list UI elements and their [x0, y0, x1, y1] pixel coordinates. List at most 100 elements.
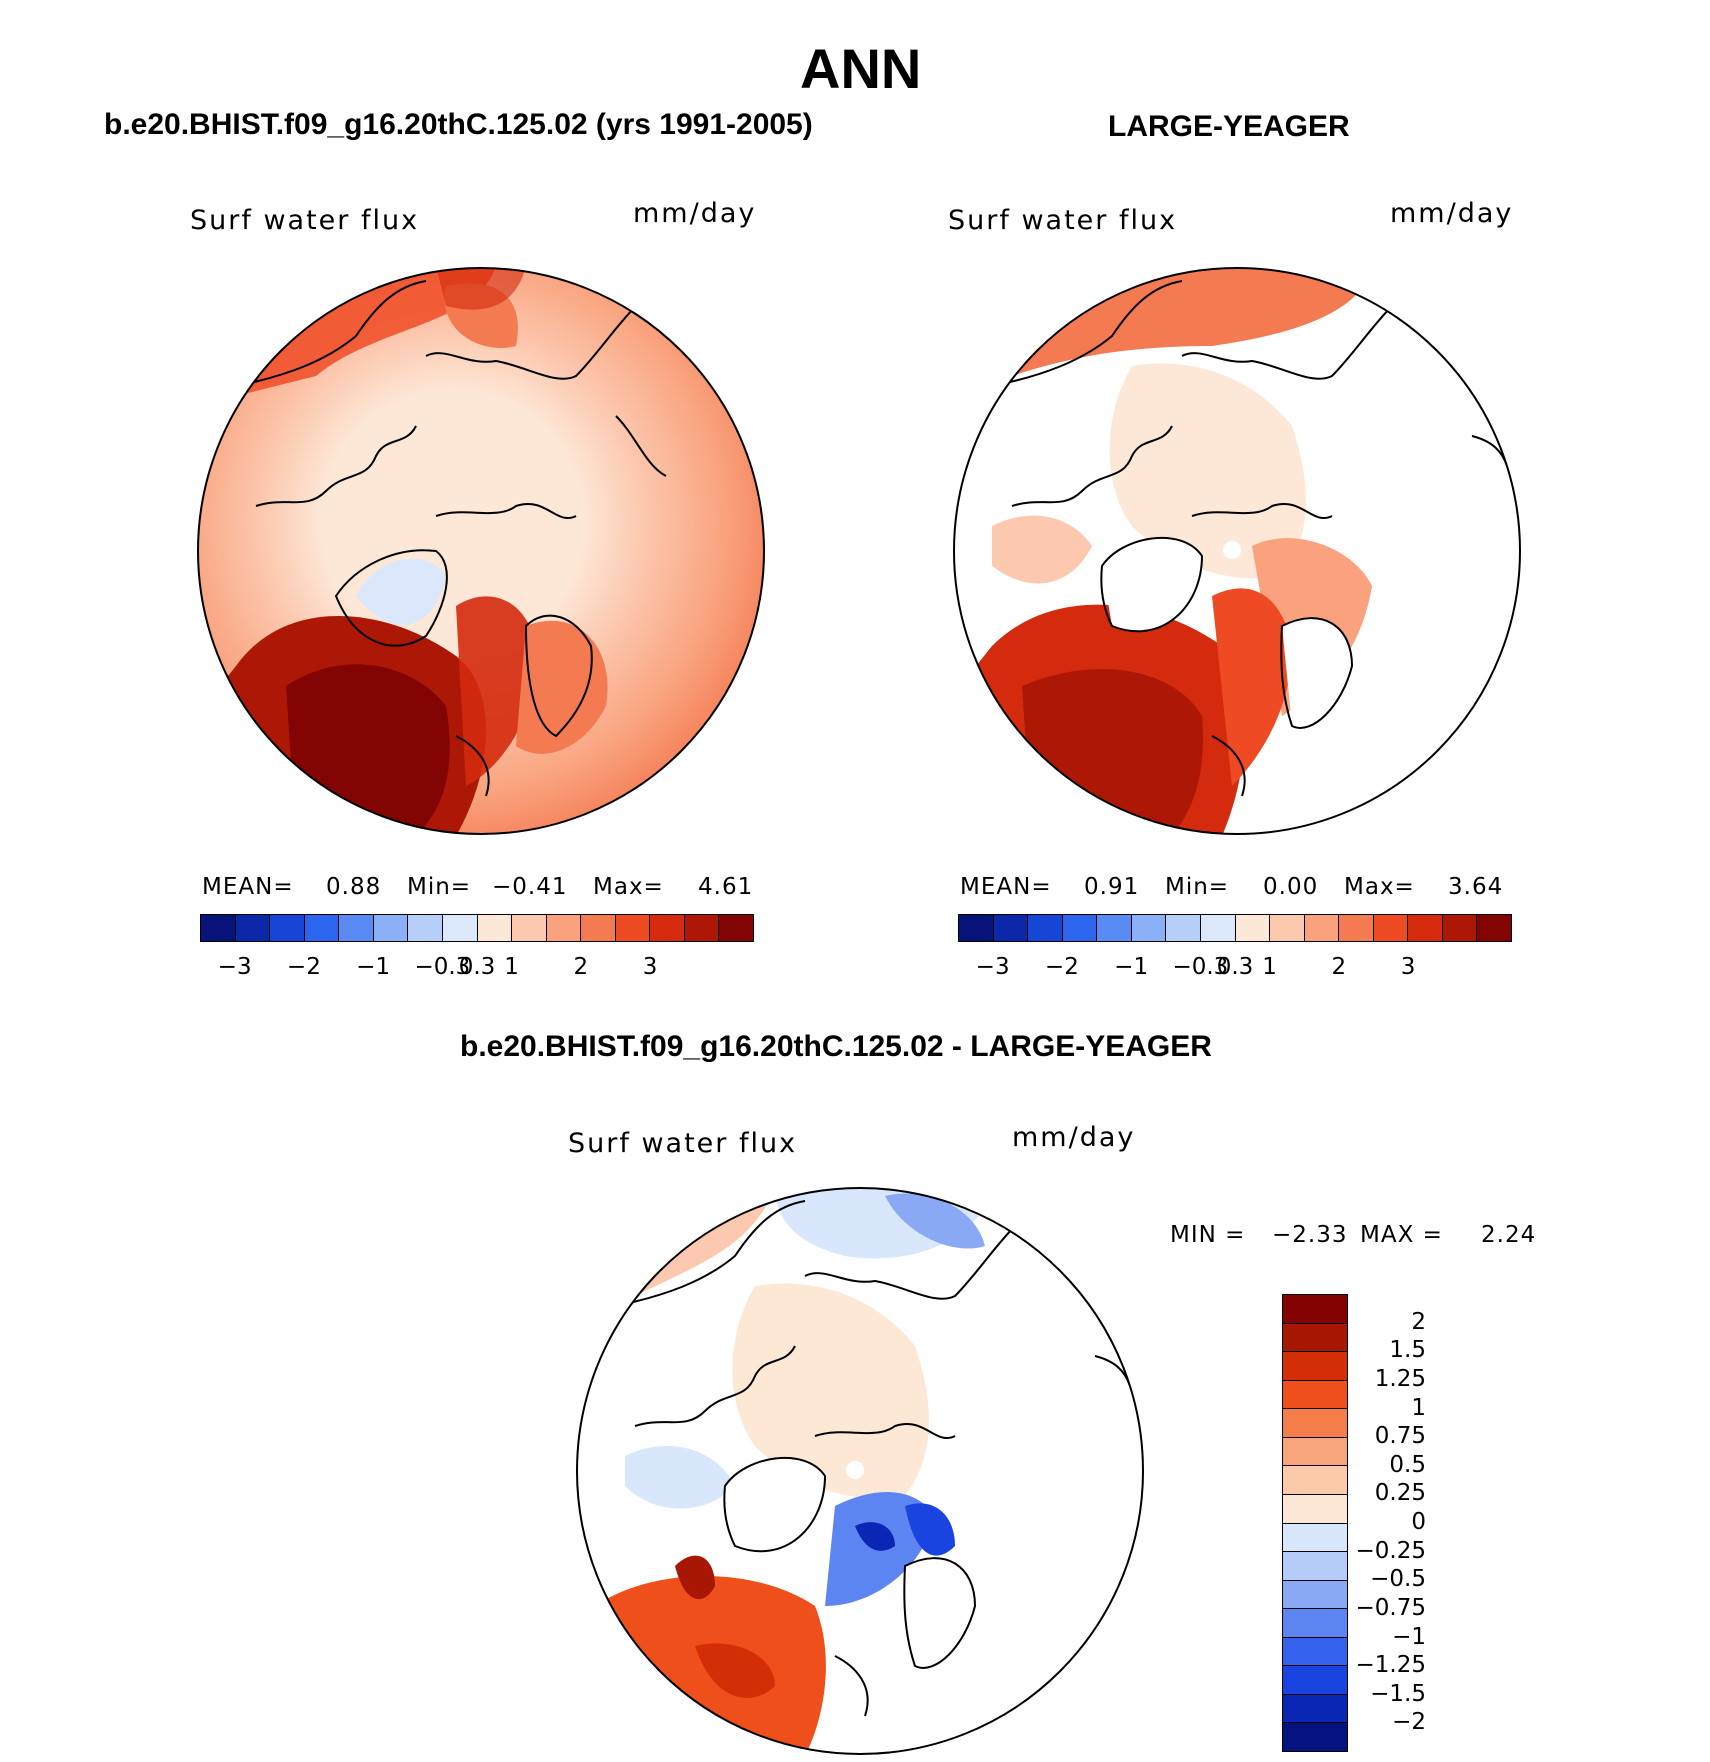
panel-obs-heading: LARGE-YEAGER — [1108, 110, 1350, 143]
panel-model-variable: Surf water flux — [190, 205, 420, 236]
panel-diff-heading: b.e20.BHIST.f09_g16.20thC.125.02 - LARGE… — [460, 1030, 1212, 1063]
panel-diff-colorbar-swatch — [1283, 1580, 1347, 1610]
panel-diff-colorbar-tick-label: −1.5 — [1370, 1680, 1426, 1707]
panel-obs-colorbar-swatch — [1028, 915, 1063, 941]
panel-model-min-label: Min= — [407, 874, 472, 900]
panel-diff-min-value: −2.33 — [1272, 1222, 1348, 1248]
panel-model-colorbar-swatch — [650, 915, 685, 941]
panel-obs-colorbar-tick-label: −1 — [1114, 954, 1149, 980]
panel-obs-colorbar-swatch — [1270, 915, 1305, 941]
panel-diff-colorbar-swatch — [1283, 1295, 1347, 1324]
panel-model-colorbar-tick-label: −3 — [217, 954, 252, 980]
panel-model-colorbar-swatch — [512, 915, 547, 941]
panel-model-colorbar-swatch — [235, 915, 271, 941]
panel-diff-colorbar-tick-label: 0.25 — [1374, 1480, 1426, 1507]
panel-obs-colorbar-swatch — [1062, 915, 1098, 941]
panel-obs-colorbar-swatch — [959, 915, 994, 941]
panel-model-colorbar-swatch — [615, 915, 651, 941]
panel-diff-colorbar-swatch — [1283, 1609, 1347, 1638]
panel-diff-colorbar-swatch — [1283, 1352, 1347, 1381]
panel-diff-colorbar-swatch — [1283, 1466, 1347, 1495]
panel-diff-colorbar-tick-label: 1.25 — [1374, 1365, 1426, 1392]
panel-obs-max-label: Max= — [1344, 874, 1415, 900]
panel-diff-colorbar-tick-label: −0.75 — [1355, 1594, 1426, 1621]
panel-obs-colorbar-tick-label: 3 — [1400, 954, 1416, 980]
panel-obs-variable: Surf water flux — [948, 205, 1178, 236]
panel-diff-colorbar-tick-label: −1.25 — [1355, 1652, 1426, 1679]
panel-model-colorbar-swatch — [408, 915, 443, 941]
panel-model-mean-value: 0.88 — [326, 874, 382, 900]
panel-diff-map — [576, 1187, 1144, 1755]
panel-model-colorbar-tick-label: 0.3 — [458, 954, 496, 980]
panel-obs-min-label: Min= — [1165, 874, 1230, 900]
panel-obs-colorbar — [958, 914, 1512, 942]
panel-obs-colorbar-swatch — [1442, 915, 1478, 941]
panel-diff-colorbar-tick-label: 0.75 — [1374, 1423, 1426, 1450]
panel-model-colorbar-swatch — [477, 915, 513, 941]
panel-obs-map — [953, 267, 1521, 835]
panel-obs-mean-value: 0.91 — [1084, 874, 1140, 900]
panel-obs-units: mm/day — [1390, 198, 1514, 229]
panel-model-colorbar-swatch — [719, 915, 753, 941]
panel-model-colorbar-swatch — [201, 915, 236, 941]
panel-obs-colorbar-swatch — [1477, 915, 1511, 941]
panel-obs-colorbar-swatch — [1373, 915, 1409, 941]
panel-obs-colorbar-tick-label: 0.3 — [1216, 954, 1254, 980]
panel-diff-min-label: MIN = — [1170, 1222, 1246, 1248]
panel-model-colorbar-swatch — [304, 915, 340, 941]
panel-diff-max-value: 2.24 — [1481, 1222, 1537, 1248]
panel-diff-max-label: MAX = — [1360, 1222, 1443, 1248]
panel-diff-colorbar-tick-label: 0 — [1411, 1509, 1426, 1535]
panel-model-colorbar-tick-label: 1 — [504, 954, 519, 980]
panel-model-colorbar-swatch — [339, 915, 374, 941]
panel-model-max-value: 4.61 — [698, 874, 754, 900]
panel-diff-colorbar-tick-label: −0.25 — [1355, 1537, 1426, 1564]
panel-diff-colorbar-tick-label: 2 — [1411, 1308, 1426, 1335]
panel-model-colorbar-swatch — [373, 915, 409, 941]
main-title: ANN — [800, 37, 922, 100]
panel-model-colorbar-swatch — [270, 915, 305, 941]
panel-model-mean-label: MEAN= — [202, 874, 294, 900]
panel-diff-colorbar-tick-label: −1 — [1392, 1623, 1426, 1650]
panel-diff-colorbar-swatch — [1283, 1494, 1347, 1524]
panel-diff-colorbar-swatch — [1283, 1552, 1347, 1581]
panel-obs-colorbar-swatch — [1131, 915, 1167, 941]
panel-obs-colorbar-swatch — [1166, 915, 1201, 941]
panel-model-max-label: Max= — [593, 874, 664, 900]
panel-diff-colorbar-swatch — [1283, 1409, 1347, 1438]
panel-obs-colorbar-swatch — [1200, 915, 1236, 941]
panel-diff-colorbar-swatch — [1283, 1723, 1347, 1751]
panel-obs-min-value: 0.00 — [1263, 874, 1319, 900]
panel-diff-colorbar-swatch — [1283, 1523, 1347, 1553]
panel-diff-variable: Surf water flux — [568, 1128, 798, 1159]
panel-diff-colorbar-swatch — [1283, 1323, 1347, 1353]
panel-obs-colorbar-swatch — [1097, 915, 1132, 941]
panel-diff-colorbar-tick-label: 0.5 — [1389, 1451, 1426, 1478]
panel-model-colorbar-tick-label: −2 — [286, 954, 321, 980]
panel-model-colorbar-swatch — [546, 915, 582, 941]
panel-model-heading: b.e20.BHIST.f09_g16.20thC.125.02 (yrs 19… — [104, 108, 813, 141]
panel-model-colorbar-swatch — [581, 915, 616, 941]
panel-diff-colorbar-swatch — [1283, 1694, 1347, 1724]
panel-model-min-value: −0.41 — [492, 874, 568, 900]
panel-diff-colorbar-swatch — [1283, 1666, 1347, 1695]
panel-obs-colorbar-swatch — [1408, 915, 1443, 941]
panel-model-colorbar-swatch — [684, 915, 720, 941]
panel-model-units: mm/day — [633, 198, 757, 229]
panel-obs-colorbar-tick-label: −2 — [1044, 954, 1079, 980]
panel-diff-colorbar-swatch — [1283, 1437, 1347, 1467]
panel-diff-colorbar-tick-label: −2 — [1392, 1709, 1426, 1736]
panel-diff-colorbar — [1282, 1294, 1348, 1752]
panel-obs-colorbar-swatch — [1339, 915, 1374, 941]
panel-model-colorbar-tick-label: 3 — [642, 954, 658, 980]
panel-model-colorbar-tick-label: −0.3 — [414, 954, 471, 980]
panel-model-colorbar-swatch — [442, 915, 478, 941]
panel-obs-colorbar-tick-label: 1 — [1262, 954, 1277, 980]
panel-obs-mean-label: MEAN= — [960, 874, 1052, 900]
panel-diff-colorbar-tick-label: 1.5 — [1389, 1337, 1426, 1364]
panel-model-map — [197, 267, 765, 835]
panel-obs-colorbar-tick-label: −3 — [975, 954, 1010, 980]
panel-diff-units: mm/day — [1012, 1122, 1136, 1153]
panel-obs-colorbar-tick-label: −0.3 — [1172, 954, 1229, 980]
panel-obs-colorbar-tick-label: 2 — [1331, 954, 1347, 980]
